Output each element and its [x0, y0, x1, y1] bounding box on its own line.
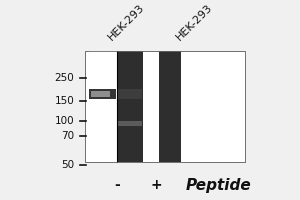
Bar — [91, 91, 110, 97]
Bar — [89, 51, 117, 162]
Text: HEK-293: HEK-293 — [175, 2, 214, 42]
Bar — [117, 51, 142, 162]
Text: 250: 250 — [55, 73, 74, 83]
Text: Peptide: Peptide — [185, 178, 251, 193]
Text: 100: 100 — [55, 116, 74, 126]
Text: 150: 150 — [55, 96, 74, 106]
Text: 70: 70 — [61, 131, 74, 141]
Bar — [117, 89, 142, 99]
Text: 50: 50 — [61, 160, 74, 170]
Text: HEK-293: HEK-293 — [106, 2, 146, 42]
Text: +: + — [150, 178, 162, 192]
FancyBboxPatch shape — [85, 51, 245, 162]
Bar — [117, 121, 142, 126]
Bar — [85, 51, 245, 162]
Bar — [89, 89, 116, 99]
Text: -: - — [114, 178, 120, 192]
Bar — [159, 51, 181, 162]
